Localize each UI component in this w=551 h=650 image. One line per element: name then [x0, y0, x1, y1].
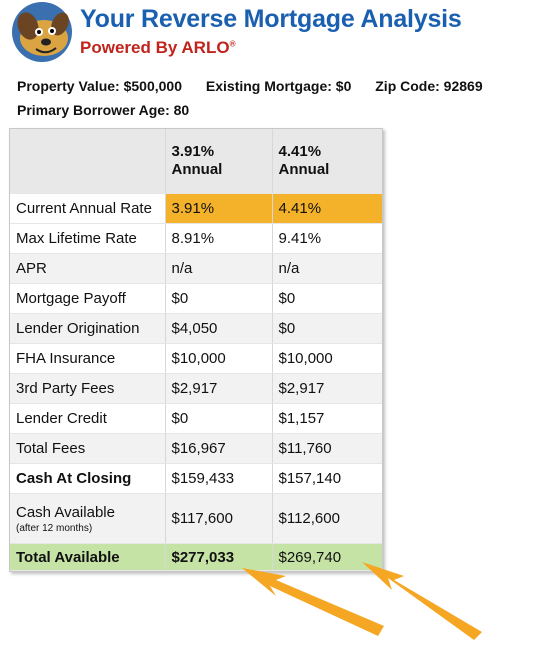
row-value: $277,033 — [165, 543, 273, 571]
powered-by-subtitle: Powered By ARLO® — [80, 38, 235, 58]
row-value: $2,917 — [165, 373, 273, 404]
row-value: $0 — [272, 283, 382, 314]
pointing-arrow-icon — [242, 568, 384, 636]
table-row: FHA Insurance $10,000 $10,000 — [10, 343, 382, 374]
powered-by-text: Powered By ARLO — [80, 38, 230, 57]
row-label: Max Lifetime Rate — [10, 223, 166, 254]
row-value: $269,740 — [272, 543, 382, 571]
table-row: APR n/a n/a — [10, 253, 382, 284]
column-label-2: Annual — [278, 161, 330, 178]
row-label: Mortgage Payoff — [10, 283, 166, 314]
column-header-2: 4.41% Annual — [272, 129, 382, 194]
property-summary: Property Value: $500,000 Existing Mortga… — [17, 74, 503, 122]
rate-comparison-table: 3.91% Annual 4.41% Annual Current Annual R… — [9, 128, 383, 572]
row-value: $10,000 — [272, 343, 382, 374]
row-label: Cash At Closing — [10, 463, 166, 494]
row-value: 8.91% — [165, 223, 273, 254]
table-row: Lender Origination $4,050 $0 — [10, 313, 382, 344]
row-value: 9.41% — [272, 223, 382, 254]
table-row: Cash Available (after 12 months) $117,600… — [10, 493, 382, 544]
row-value: 3.91% — [165, 193, 273, 224]
row-label: Lender Credit — [10, 403, 166, 434]
total-row: Total Available $277,033 $269,740 — [10, 543, 382, 571]
row-value: $0 — [272, 313, 382, 344]
row-label: Cash Available — [16, 503, 115, 521]
row-value: $16,967 — [165, 433, 273, 464]
column-rate-1: 3.91% — [171, 143, 215, 160]
existing-mortgage: Existing Mortgage: $0 — [205, 78, 352, 94]
pointing-arrow-icon — [362, 562, 482, 640]
row-value: $112,600 — [272, 493, 382, 544]
table-row: Current Annual Rate 3.91% 4.41% — [10, 193, 382, 224]
row-value: $0 — [165, 403, 273, 434]
row-label: Current Annual Rate — [10, 193, 166, 224]
row-label: Total Fees — [10, 433, 166, 464]
table-row: 3rd Party Fees $2,917 $2,917 — [10, 373, 382, 404]
row-value: $1,157 — [272, 403, 382, 434]
row-value: $157,140 — [272, 463, 382, 494]
table-row: Max Lifetime Rate 8.91% 9.41% — [10, 223, 382, 254]
table-row: Total Fees $16,967 $11,760 — [10, 433, 382, 464]
table-header-row: 3.91% Annual 4.41% Annual — [10, 129, 382, 194]
row-label-cell: Cash Available (after 12 months) — [10, 493, 166, 544]
row-value: $10,000 — [165, 343, 273, 374]
row-value: $2,917 — [272, 373, 382, 404]
row-label: APR — [10, 253, 166, 284]
arlo-dog-logo-icon — [12, 2, 72, 62]
column-label-1: Annual — [171, 161, 223, 178]
column-rate-2: 4.41% — [278, 143, 322, 160]
registered-mark: ® — [229, 39, 236, 49]
header-blank-cell — [10, 129, 166, 194]
row-value: n/a — [272, 253, 382, 284]
row-value: $0 — [165, 283, 273, 314]
table-row: Cash At Closing $159,433 $157,140 — [10, 463, 382, 494]
row-label: Lender Origination — [10, 313, 166, 344]
zip-code: Zip Code: 92869 — [375, 78, 483, 94]
table-row: Lender Credit $0 $1,157 — [10, 403, 382, 434]
row-value: $11,760 — [272, 433, 382, 464]
row-value: n/a — [165, 253, 273, 284]
row-label: FHA Insurance — [10, 343, 166, 374]
row-value: $4,050 — [165, 313, 273, 344]
borrower-age: Primary Borrower Age: 80 — [17, 102, 190, 118]
row-note: (after 12 months) — [16, 522, 93, 534]
row-label: 3rd Party Fees — [10, 373, 166, 404]
table-row: Mortgage Payoff $0 $0 — [10, 283, 382, 314]
row-value: $159,433 — [165, 463, 273, 494]
row-label: Total Available — [10, 543, 166, 571]
row-value: $117,600 — [165, 493, 273, 544]
column-header-1: 3.91% Annual — [165, 129, 273, 194]
property-value: Property Value: $500,000 — [17, 78, 182, 94]
row-value: 4.41% — [272, 193, 382, 224]
page-title: Your Reverse Mortgage Analysis — [80, 5, 462, 33]
